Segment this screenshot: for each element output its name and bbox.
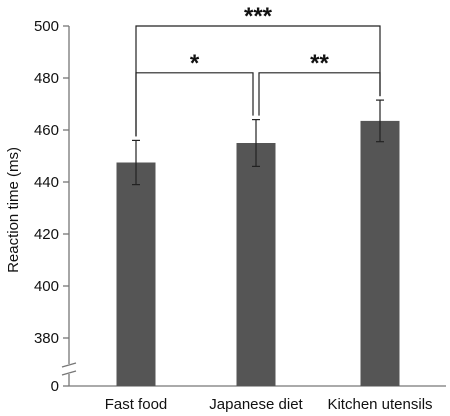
error-bars xyxy=(132,99,384,186)
significance-label: *** xyxy=(244,3,273,30)
y-tick-label: 0 xyxy=(51,378,59,395)
x-tick-label: Kitchen utensils xyxy=(327,396,432,413)
bar xyxy=(360,120,400,387)
y-tick-label: 420 xyxy=(34,226,59,243)
axis-break-mark xyxy=(61,362,77,368)
significance-label: ** xyxy=(310,50,329,77)
bars xyxy=(116,120,400,387)
significance-bracket xyxy=(135,72,254,137)
y-tick-label: 400 xyxy=(34,278,59,295)
y-tick-label: 480 xyxy=(34,70,59,87)
bar xyxy=(236,143,276,386)
x-tick-label: Fast food xyxy=(105,396,168,413)
y-axis-label: Reaction time (ms) xyxy=(5,147,22,273)
axis-break-mark xyxy=(61,370,77,376)
y-tick-label: 440 xyxy=(34,174,59,191)
y-tick-label: 500 xyxy=(34,18,59,35)
y-tick-label: 380 xyxy=(34,330,59,347)
y-tick-label: 460 xyxy=(34,122,59,139)
x-tick-label: Japanese diet xyxy=(209,396,303,413)
bar xyxy=(116,162,156,386)
significance-brackets: **** ** xyxy=(135,3,381,137)
significance-bracket xyxy=(258,72,381,116)
x-tick-labels: Fast food Japanese diet Kitchen utensils xyxy=(105,396,433,413)
significance-label: * xyxy=(190,50,200,77)
